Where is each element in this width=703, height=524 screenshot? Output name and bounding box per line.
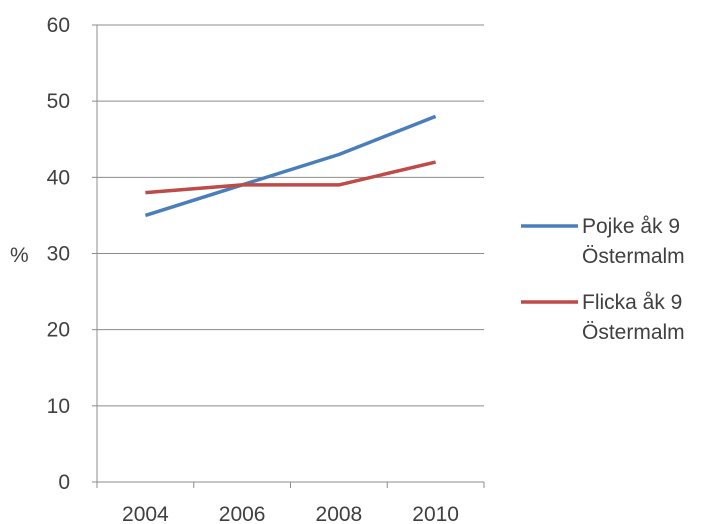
series-lines [144, 114, 437, 218]
y-tick-label: 50 [47, 90, 70, 113]
legend-label: Östermalm [582, 245, 685, 268]
axes [92, 24, 485, 488]
legend: Pojke åk 9 Östermalm Flicka åk 9 Östermalm [521, 215, 685, 344]
y-tick-label: 30 [47, 243, 70, 266]
tick-labels: 0 10 20 30 40 50 60 2004 2006 2008 2010 [47, 14, 459, 524]
x-tick-label: 2004 [122, 503, 169, 524]
x-tick-label: 2008 [316, 503, 363, 524]
legend-label: Östermalm [582, 321, 685, 344]
gridlines [97, 24, 484, 407]
legend-label: Flicka åk 9 [582, 291, 682, 314]
y-tick-label: 10 [47, 395, 70, 418]
y-tick-label: 20 [47, 319, 70, 342]
y-tick-label: 60 [47, 14, 70, 37]
series-line-1 [144, 114, 437, 218]
y-tick-label: 0 [58, 471, 70, 494]
series-line-2 [145, 160, 437, 195]
legend-label: Pojke åk 9 [582, 215, 680, 238]
y-tick-label: 40 [47, 166, 70, 189]
legend-item-1: Pojke åk 9 Östermalm [521, 215, 685, 268]
x-tick-label: 2010 [412, 503, 459, 524]
legend-item-2: Flicka åk 9 Östermalm [521, 291, 685, 344]
y-axis-title: % [10, 244, 29, 267]
x-tick-label: 2006 [219, 503, 266, 524]
